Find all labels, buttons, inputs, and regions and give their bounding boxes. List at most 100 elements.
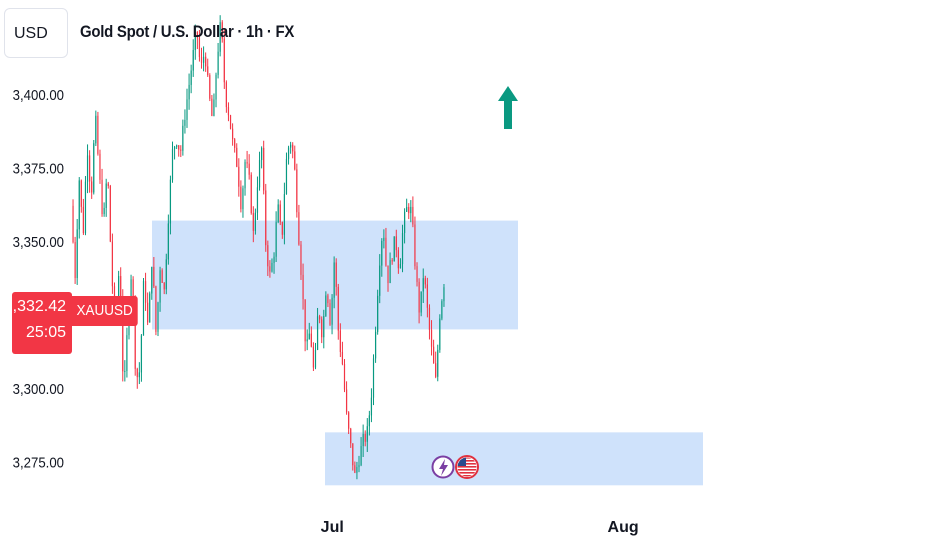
flag-stripe — [457, 475, 477, 477]
candle-body — [443, 287, 445, 302]
y-tick-label: 3,375.00 — [13, 160, 64, 177]
candle-body — [304, 299, 306, 342]
candle-body — [418, 281, 420, 313]
candle-body — [101, 179, 103, 215]
candle-body — [76, 229, 78, 279]
candle-body — [126, 335, 128, 372]
candle-body — [140, 335, 143, 373]
candle-body — [387, 265, 389, 284]
candle-body — [89, 155, 91, 182]
candle-body — [207, 66, 209, 76]
candle-body — [327, 295, 329, 304]
candle-body — [397, 250, 399, 269]
candle-body — [269, 266, 271, 272]
candle-body — [186, 99, 188, 120]
candle-body — [153, 266, 155, 287]
flag-stripe — [457, 469, 477, 471]
candle-body — [389, 260, 391, 284]
candle-body — [354, 465, 356, 473]
candle-body — [184, 119, 186, 126]
candle-body — [267, 245, 269, 267]
candle-body — [176, 145, 178, 147]
candle-body — [196, 32, 198, 38]
candle-body — [403, 211, 406, 234]
candle-body — [379, 265, 381, 296]
candle-body — [281, 222, 283, 235]
candle-body — [306, 339, 308, 342]
candle-body — [437, 349, 439, 377]
candle-body — [209, 75, 211, 99]
candle-body — [254, 212, 256, 231]
y-tick-label: 3,400.00 — [13, 86, 64, 103]
candle-body — [178, 145, 180, 150]
candle-body — [190, 70, 192, 85]
candle-body — [414, 224, 416, 267]
candle-body — [428, 307, 431, 330]
candle-body — [335, 262, 337, 287]
candle-body — [420, 291, 422, 313]
flag-stripe — [457, 457, 477, 459]
candle-body — [165, 259, 167, 290]
candle-body — [223, 38, 225, 83]
y-axis: 3,275.00 3,300.00 3,350.00 3,375.00 3,400.00 — [13, 86, 64, 471]
candle-body — [410, 206, 412, 214]
candle-body — [408, 206, 410, 214]
candle-body — [377, 295, 379, 332]
candle-body — [435, 363, 437, 377]
candle-body — [82, 206, 84, 234]
candle-body — [155, 286, 157, 332]
candle-body — [424, 278, 426, 285]
candle-body — [244, 162, 246, 189]
candle-body — [120, 276, 122, 299]
candle-body — [406, 206, 408, 212]
candle-body — [395, 236, 397, 251]
candle-body — [263, 147, 265, 191]
candle-body — [385, 237, 387, 266]
candle-body — [213, 99, 215, 116]
candle-body — [225, 82, 227, 108]
candle-body — [287, 147, 290, 159]
candle-body — [430, 329, 433, 347]
candle-body — [433, 346, 435, 364]
candle-body — [80, 180, 82, 207]
candle-body — [91, 181, 93, 193]
candle-body — [118, 276, 120, 316]
candle-body — [366, 426, 368, 442]
flag-stripes — [457, 457, 477, 477]
candle-body — [122, 298, 124, 372]
candle-body — [163, 282, 165, 290]
bar-countdown: 25:05 — [25, 324, 66, 341]
candle-body — [188, 84, 190, 100]
candle-body — [173, 146, 176, 150]
candle-body — [157, 302, 159, 332]
candle-body — [182, 125, 184, 151]
currency-selector[interactable]: USD — [4, 8, 68, 58]
flag-stripe — [457, 463, 477, 465]
candle-body — [275, 222, 277, 257]
candle-body — [279, 204, 281, 223]
candle-body — [132, 279, 134, 300]
candle-body — [364, 433, 366, 442]
lightning-event-icon — [431, 455, 455, 479]
candle-body — [368, 415, 370, 427]
candle-body — [391, 260, 393, 262]
y-tick-label: 3,275.00 — [13, 454, 64, 471]
candle-body — [314, 349, 317, 368]
candle-body — [422, 278, 424, 292]
candle-body — [242, 188, 244, 210]
candle-body — [105, 183, 107, 208]
candle-body — [142, 281, 145, 336]
candle-body — [72, 205, 74, 243]
last-price-badge: 3,332.42 25:05 — [4, 292, 72, 354]
candle-body — [277, 204, 279, 223]
x-axis: Jul Aug — [321, 519, 639, 536]
candle-body — [399, 264, 402, 269]
flag-stripe — [457, 466, 477, 468]
candle-body — [316, 316, 319, 350]
candle-body — [273, 256, 275, 263]
last-price: 3,332.42 — [3, 298, 66, 315]
candle-body — [180, 149, 182, 151]
candle-body — [144, 281, 147, 303]
